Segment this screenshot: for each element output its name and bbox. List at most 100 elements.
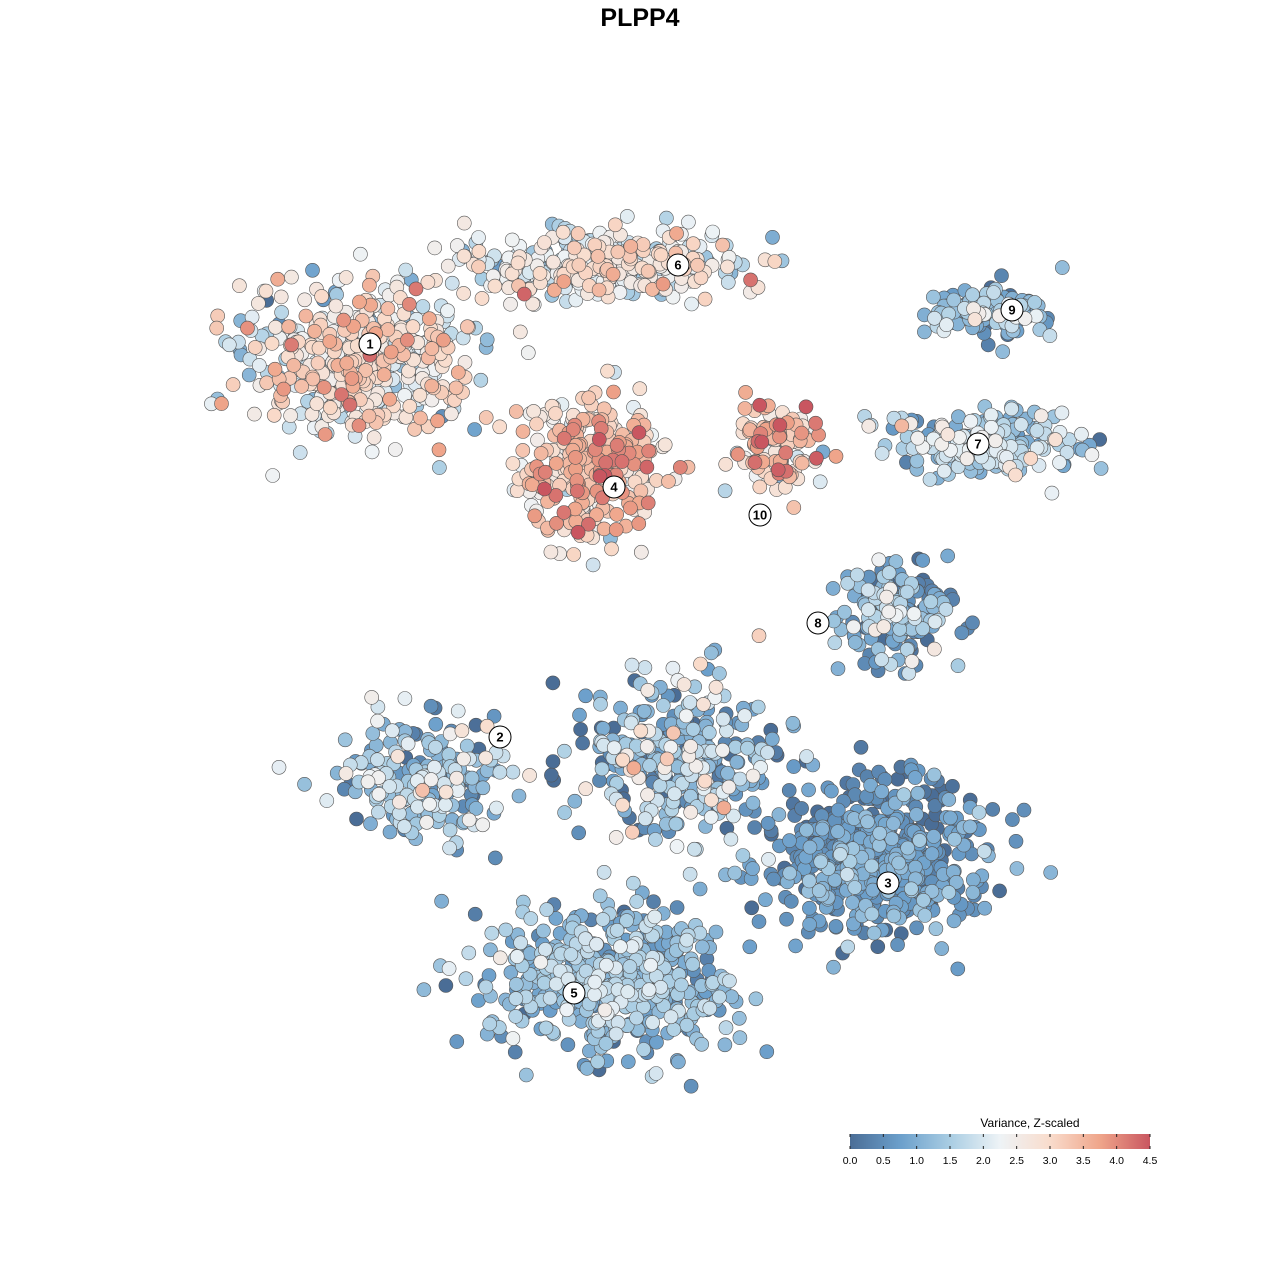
- cell-point: [428, 739, 443, 755]
- cell-point: [794, 455, 810, 471]
- cell-point: [298, 308, 314, 324]
- cell-point: [624, 657, 640, 673]
- cell-point: [758, 892, 773, 908]
- cell-point: [672, 460, 688, 475]
- cell-point: [985, 802, 1001, 817]
- cell-point: [537, 235, 552, 250]
- cell-point: [247, 406, 262, 422]
- cell-point: [482, 1016, 498, 1032]
- cell-point: [532, 266, 548, 281]
- cell-point: [596, 864, 612, 880]
- cell-point: [270, 271, 286, 287]
- cell-point: [825, 581, 841, 596]
- cell-point: [593, 696, 608, 712]
- cell-point: [995, 344, 1011, 360]
- cell-point: [703, 809, 719, 825]
- cell-point: [632, 381, 648, 397]
- cell-point: [640, 787, 655, 803]
- cell-point: [751, 628, 767, 644]
- cell-point: [637, 811, 653, 827]
- cell-point: [606, 740, 622, 756]
- cell-point: [894, 418, 910, 434]
- cell-point: [747, 455, 763, 470]
- cell-point: [461, 812, 477, 828]
- cell-point: [352, 294, 367, 310]
- cell-point: [715, 711, 731, 727]
- cell-point: [556, 431, 572, 446]
- cell-point: [917, 324, 932, 340]
- cell-point: [761, 852, 776, 867]
- cluster-label-text: 8: [814, 616, 821, 631]
- cell-point: [715, 237, 730, 253]
- cell-point: [498, 922, 514, 938]
- cell-point: [548, 488, 564, 503]
- cell-point: [214, 396, 229, 411]
- cell-point: [360, 774, 376, 790]
- cell-point: [860, 602, 876, 618]
- cell-point: [685, 236, 701, 251]
- legend-tick-label: 1.0: [909, 1155, 924, 1167]
- cell-point: [637, 660, 653, 675]
- cell-point: [655, 276, 671, 292]
- cell-point: [881, 604, 897, 620]
- cell-point: [726, 808, 741, 824]
- cell-point: [962, 819, 978, 835]
- cell-point: [1004, 401, 1019, 417]
- cell-point: [922, 472, 938, 487]
- cell-point: [718, 456, 734, 472]
- cell-point: [782, 833, 797, 848]
- cell-point: [927, 310, 942, 326]
- cell-point: [305, 371, 321, 387]
- cell-point: [694, 1037, 710, 1052]
- cell-point: [720, 765, 735, 781]
- cell-point: [412, 387, 428, 403]
- cell-point: [1084, 447, 1100, 463]
- cell-point: [959, 451, 975, 467]
- cell-point: [750, 699, 766, 715]
- cell-point: [247, 340, 263, 355]
- cell-point: [924, 883, 940, 899]
- cell-point: [742, 939, 758, 955]
- cell-point: [635, 237, 651, 252]
- cell-point: [667, 786, 682, 802]
- cell-point: [436, 332, 451, 348]
- cell-point: [808, 415, 823, 431]
- cell-point: [283, 408, 298, 423]
- cell-point: [266, 407, 282, 423]
- cell-point: [640, 495, 656, 511]
- cell-point: [565, 422, 581, 437]
- cell-point: [387, 442, 403, 457]
- cell-point: [794, 801, 809, 816]
- cell-point: [450, 365, 466, 380]
- cell-point: [492, 950, 508, 966]
- cell-point: [383, 344, 399, 360]
- cell-point: [830, 661, 846, 677]
- cell-point: [590, 1054, 606, 1070]
- cluster-label-text: 9: [1008, 303, 1015, 318]
- cell-point: [342, 397, 358, 413]
- cell-point: [720, 259, 735, 275]
- cell-point: [839, 867, 855, 882]
- cell-point: [274, 305, 289, 320]
- cell-point: [626, 760, 642, 776]
- cell-point: [503, 296, 518, 312]
- cell-point: [422, 796, 437, 812]
- cell-point: [515, 443, 531, 458]
- cell-point: [754, 434, 770, 450]
- cell-point: [673, 977, 689, 993]
- cell-point: [349, 811, 364, 827]
- cell-point: [1008, 833, 1024, 849]
- cell-point: [926, 829, 942, 844]
- cell-point: [679, 1017, 695, 1033]
- cell-point: [533, 954, 549, 970]
- cell-point: [508, 976, 524, 992]
- cell-point: [351, 418, 367, 433]
- cell-point: [631, 516, 647, 531]
- cell-point: [427, 759, 442, 775]
- cell-point: [988, 433, 1003, 449]
- cell-point: [573, 722, 588, 737]
- cell-point: [473, 372, 489, 388]
- cell-point: [874, 652, 889, 667]
- color-legend: Variance, Z-scaled 0.0 0.5 1.0 1.5 2.0 2.5 3.0…: [843, 1116, 1158, 1167]
